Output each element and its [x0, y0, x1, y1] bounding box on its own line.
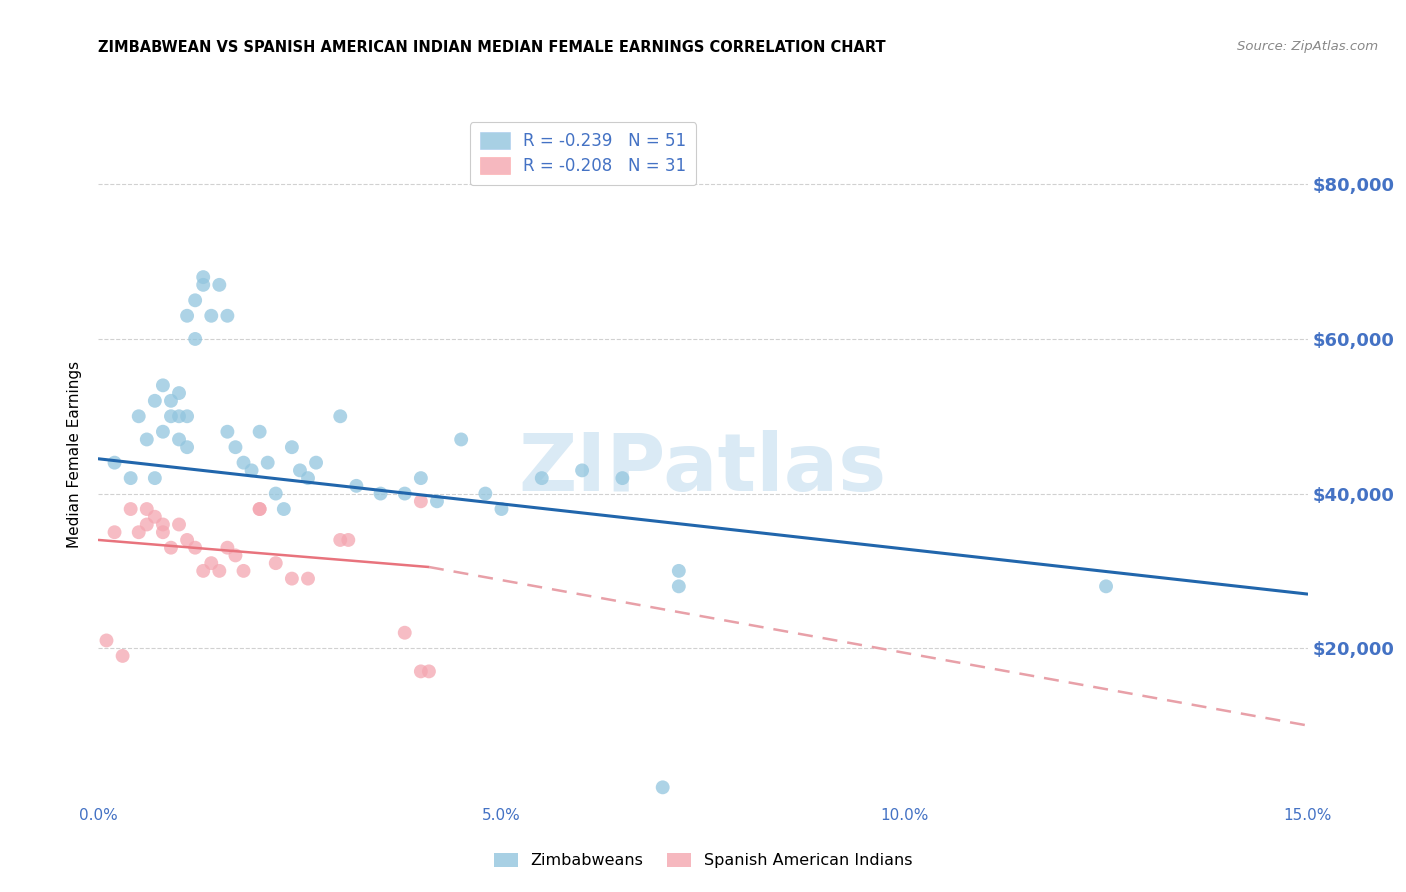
Point	[344, 479, 367, 493]
Point	[200, 556, 222, 570]
Point	[120, 502, 142, 516]
Point	[249, 425, 271, 439]
Y-axis label: Median Female Earnings: Median Female Earnings	[67, 361, 83, 549]
Point	[232, 564, 254, 578]
Point	[651, 780, 673, 795]
Point	[418, 665, 440, 679]
Text: ZIPatlas: ZIPatlas	[519, 430, 887, 508]
Point	[176, 533, 198, 547]
Text: Source: ZipAtlas.com: Source: ZipAtlas.com	[1237, 40, 1378, 54]
Point	[288, 463, 311, 477]
Point	[160, 393, 183, 408]
Point	[264, 486, 287, 500]
Point	[176, 440, 198, 454]
Point	[491, 502, 513, 516]
Point	[668, 564, 690, 578]
Point	[530, 471, 553, 485]
Point	[426, 494, 449, 508]
Point	[668, 579, 690, 593]
Point	[305, 456, 328, 470]
Point	[128, 409, 150, 424]
Point	[297, 471, 319, 485]
Point	[394, 625, 416, 640]
Point	[193, 277, 215, 292]
Point	[264, 556, 287, 570]
Legend: Zimbabweans, Spanish American Indians: Zimbabweans, Spanish American Indians	[488, 847, 918, 875]
Point	[96, 633, 118, 648]
Point	[103, 456, 125, 470]
Point	[193, 270, 215, 285]
Point	[1095, 579, 1118, 593]
Point	[208, 564, 231, 578]
Point	[176, 409, 198, 424]
Point	[200, 309, 222, 323]
Point	[135, 517, 157, 532]
Point	[152, 378, 174, 392]
Point	[167, 433, 190, 447]
Point	[450, 433, 472, 447]
Point	[409, 494, 432, 508]
Point	[240, 463, 263, 477]
Point	[329, 533, 352, 547]
Point	[370, 486, 392, 500]
Point	[135, 433, 157, 447]
Point	[256, 456, 278, 470]
Point	[224, 549, 246, 563]
Point	[273, 502, 295, 516]
Point	[143, 509, 166, 524]
Point	[176, 309, 198, 323]
Point	[217, 309, 239, 323]
Point	[184, 332, 207, 346]
Point	[152, 517, 174, 532]
Point	[612, 471, 634, 485]
Point	[409, 665, 432, 679]
Point	[474, 486, 496, 500]
Point	[167, 517, 190, 532]
Point	[232, 456, 254, 470]
Point	[160, 409, 183, 424]
Point	[297, 572, 319, 586]
Point	[167, 409, 190, 424]
Point	[152, 425, 174, 439]
Point	[281, 572, 304, 586]
Point	[167, 386, 190, 401]
Point	[217, 425, 239, 439]
Point	[103, 525, 125, 540]
Point	[184, 293, 207, 308]
Point	[111, 648, 134, 663]
Point	[128, 525, 150, 540]
Point	[193, 564, 215, 578]
Point	[143, 393, 166, 408]
Point	[281, 440, 304, 454]
Point	[571, 463, 593, 477]
Text: ZIMBABWEAN VS SPANISH AMERICAN INDIAN MEDIAN FEMALE EARNINGS CORRELATION CHART: ZIMBABWEAN VS SPANISH AMERICAN INDIAN ME…	[98, 40, 886, 55]
Point	[337, 533, 360, 547]
Point	[249, 502, 271, 516]
Point	[394, 486, 416, 500]
Point	[224, 440, 246, 454]
Point	[135, 502, 157, 516]
Point	[120, 471, 142, 485]
Point	[249, 502, 271, 516]
Point	[160, 541, 183, 555]
Point	[329, 409, 352, 424]
Point	[143, 471, 166, 485]
Point	[217, 541, 239, 555]
Point	[152, 525, 174, 540]
Point	[409, 471, 432, 485]
Point	[184, 541, 207, 555]
Point	[208, 277, 231, 292]
